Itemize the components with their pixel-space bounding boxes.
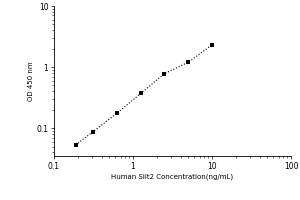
Point <box>138 92 143 95</box>
Point <box>91 130 95 133</box>
X-axis label: Human Slit2 Concentration(ng/mL): Human Slit2 Concentration(ng/mL) <box>111 173 234 180</box>
Y-axis label: OD 450 nm: OD 450 nm <box>28 61 34 101</box>
Point <box>73 143 78 147</box>
Point <box>162 72 167 75</box>
Point <box>210 43 214 47</box>
Point <box>186 61 190 64</box>
Point <box>115 112 119 115</box>
